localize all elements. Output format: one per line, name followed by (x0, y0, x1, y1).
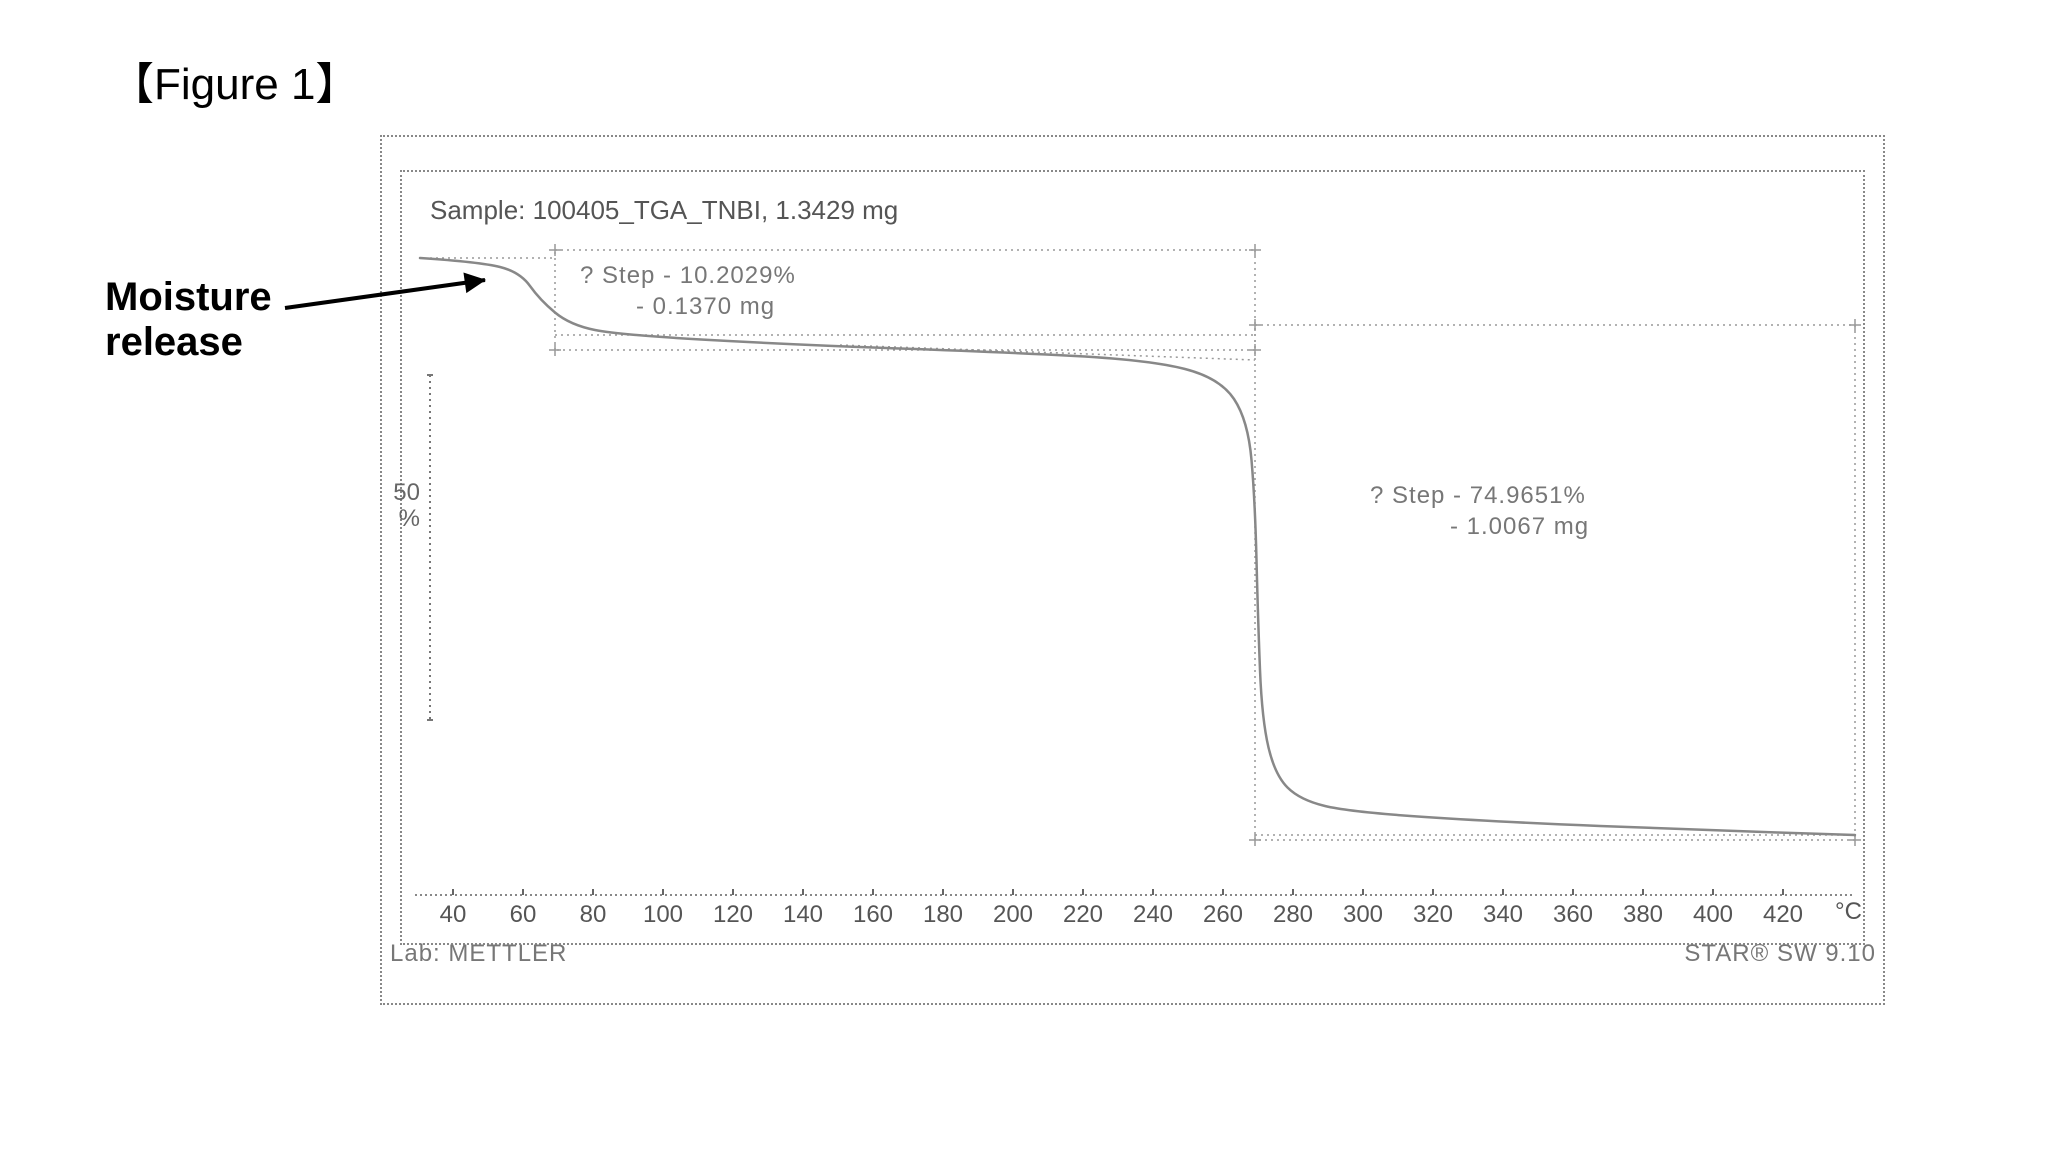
svg-layer (0, 0, 2046, 1152)
